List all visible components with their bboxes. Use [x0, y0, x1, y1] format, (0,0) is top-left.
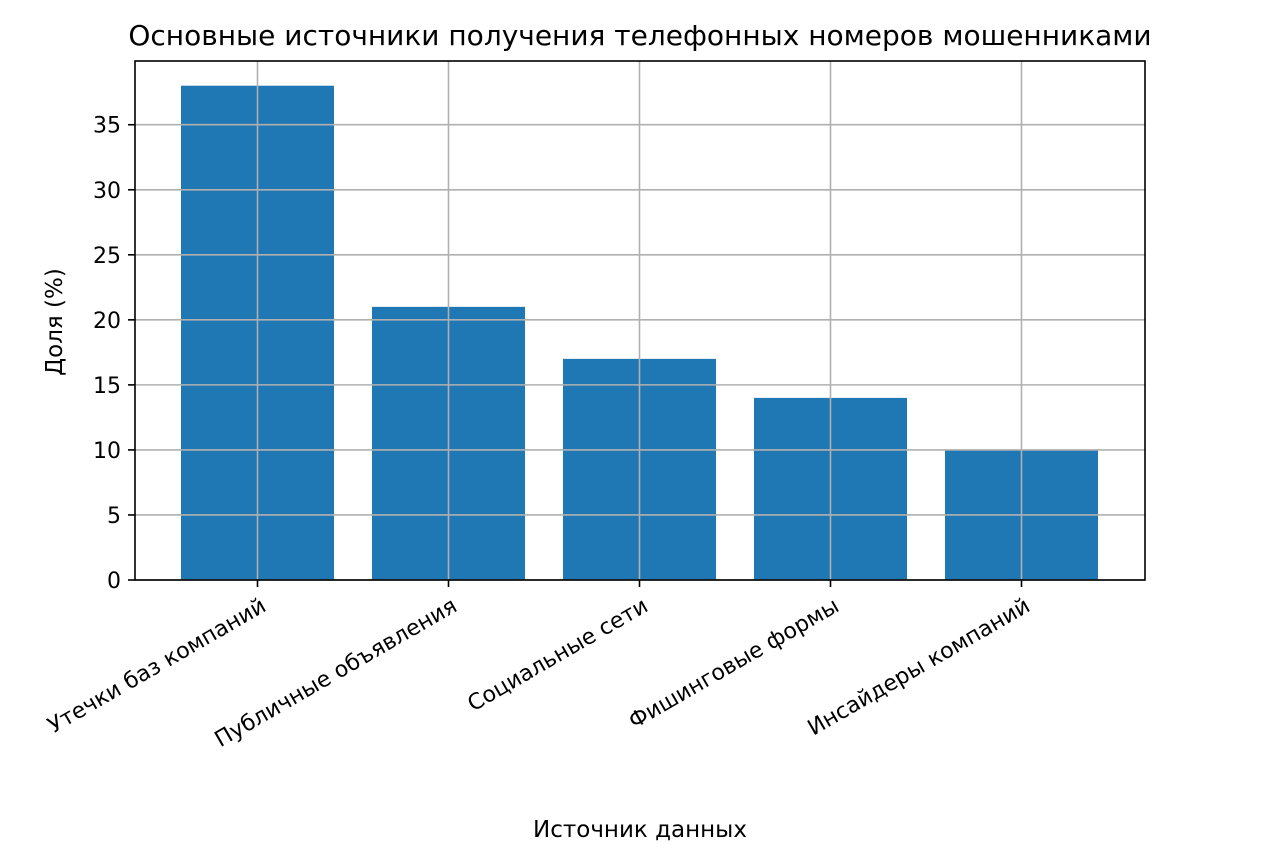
- y-tick-label-5: 25: [93, 244, 121, 269]
- y-tick-label-1: 5: [107, 504, 121, 529]
- x-axis-label: Источник данных: [533, 817, 747, 843]
- y-tick-label-4: 20: [93, 309, 121, 334]
- y-tick-label-0: 0: [107, 569, 121, 594]
- y-tick-label-7: 35: [93, 114, 121, 139]
- y-tick-label-2: 10: [93, 439, 121, 464]
- y-axis-label: Доля (%): [42, 268, 68, 376]
- x-tick-label-2: Социальные сети: [464, 594, 653, 717]
- y-tick-label-6: 30: [93, 179, 121, 204]
- chart-title: Основные источники получения телефонных …: [128, 19, 1151, 52]
- y-tick-label-3: 15: [93, 374, 121, 399]
- x-tick-label-3: Фишинговые формы: [625, 594, 844, 735]
- y-axis-ticks: 0 5 10 15 20 25 30 35: [93, 114, 135, 594]
- gridlines: [135, 61, 1145, 581]
